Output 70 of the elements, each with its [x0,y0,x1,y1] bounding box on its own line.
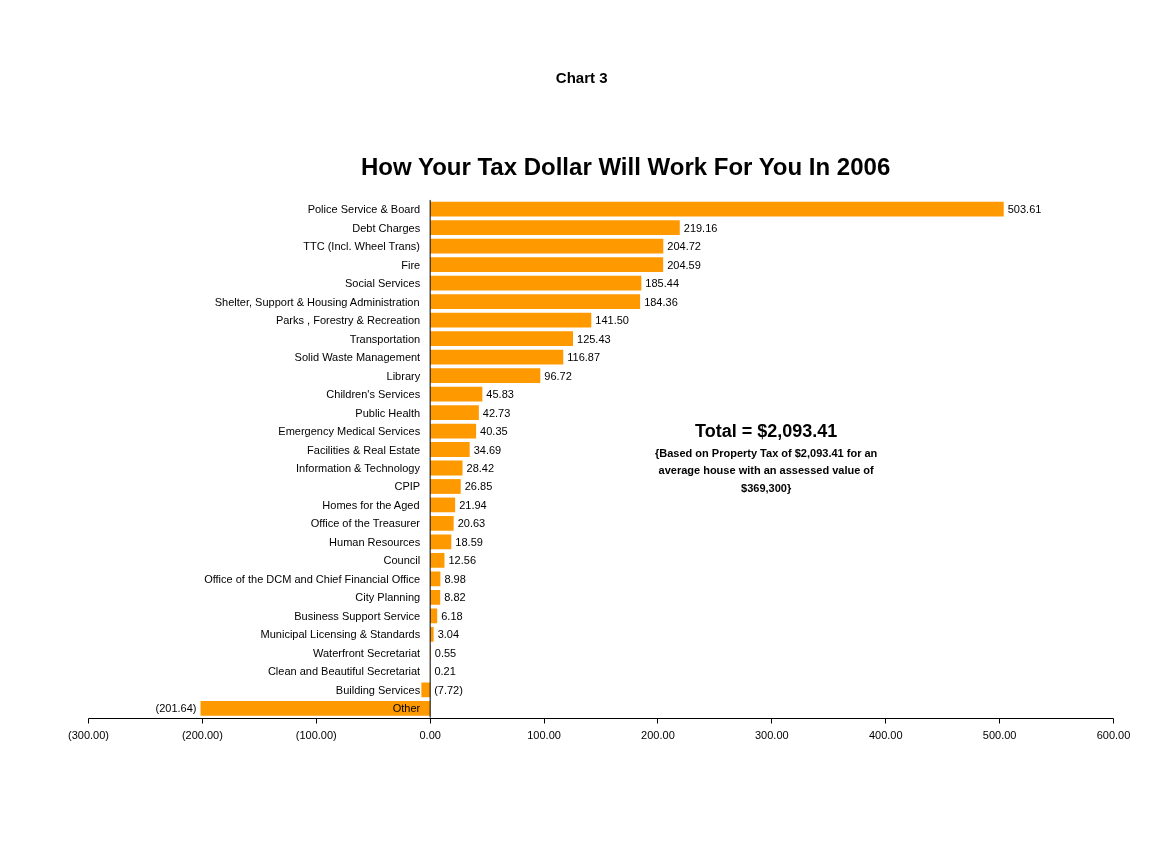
data-label: 42.73 [482,406,511,419]
x-tick-label: 200.00 [641,728,675,741]
y-tick-label: TTC (Incl. Wheel Trans) [303,240,420,253]
annotation: Total = $2,093.41 [695,421,838,442]
data-label: 3.04 [437,628,460,641]
y-tick-label: Municipal Licensing & Standards [260,628,421,641]
y-tick-label: Shelter, Support & Housing Administration [214,295,420,308]
data-label: 141.50 [595,314,629,327]
y-tick-label: Emergency Medical Services [278,425,421,438]
y-tick-label: Fire [401,258,421,271]
y-tick-label: Social Services [344,277,421,290]
y-tick-label: Clean and Beautiful Secretariat [267,665,421,678]
x-tick-label: 300.00 [755,728,789,741]
data-label: 6.18 [441,609,463,622]
data-label: 40.35 [480,425,508,438]
x-tick-label: (300.00) [68,728,109,741]
data-label: 0.55 [434,646,457,659]
data-label: 116.87 [567,351,601,364]
y-tick-label: Police Service & Board [307,203,421,216]
data-label: 21.94 [459,498,487,511]
y-tick-label: Solid Waste Management [294,351,421,364]
x-tick-label: (100.00) [295,728,337,741]
chart-title: How Your Tax Dollar Will Work For You In 2006 [361,153,891,181]
y-tick-label: Human Resources [329,535,421,548]
data-label: 184.36 [644,295,678,308]
annotation: {Based on Property Tax of $2,093.41 for an average house with an assessed value of $369,300} [654,447,878,494]
data-label: 34.69 [473,443,502,456]
y-tick-label: Council [383,554,421,567]
data-label: 185.44 [645,277,680,290]
y-tick-label: CPIP [394,480,421,493]
y-tick-label: Building Services [335,683,421,696]
y-tick-label: Transportation [349,332,421,345]
caption: Chart 3 [555,69,608,87]
data-label: 8.98 [444,572,466,585]
x-tick-label: 500.00 [982,728,1017,741]
data-label: 125.43 [577,332,611,345]
y-tick-label: Parks , Forestry & Recreation [275,314,421,327]
y-tick-label: Office of the DCM and Chief Financial Office [204,572,421,585]
data-label: 28.42 [466,462,495,474]
y-tick-label: Homes for the Aged [322,498,420,511]
data-label: 26.85 [464,480,493,493]
data-label: 204.59 [667,258,701,271]
data-label: 96.72 [544,369,572,382]
data-label: (201.64) [155,702,197,715]
y-tick-label: Public Health [355,406,421,419]
data-label: 0.21 [434,665,456,678]
data-label: 204.72 [667,240,701,253]
y-tick-label: Information & Technology [296,462,421,474]
data-label: (7.72) [434,683,463,696]
x-tick-label: (200.00) [181,728,223,741]
y-tick-label: Business Support Service [294,609,421,622]
data-label: 219.16 [683,221,718,234]
x-tick-label: 400.00 [868,728,903,741]
x-tick-label: 100.00 [527,728,561,741]
data-label: 20.63 [457,517,486,530]
data-label: 12.56 [448,554,476,567]
y-tick-label: Waterfront Secretariat [312,646,421,659]
data-label: 45.83 [486,388,514,401]
y-tick-label: Children's Services [326,388,421,401]
y-tick-label: Facilities & Real Estate [307,443,421,456]
data-label: 18.59 [455,535,483,548]
y-tick-label: Library [386,369,421,382]
x-tick-label: 0.00 [419,728,441,741]
x-tick-label: 600.00 [1096,728,1131,741]
y-tick-label: Other [392,702,421,715]
data-label: 503.61 [1007,203,1042,216]
y-tick-label: Debt Charges [352,221,421,234]
y-tick-label: City Planning [355,591,421,604]
y-tick-label: Office of the Treasurer [310,517,421,530]
data-label: 8.82 [444,591,466,604]
